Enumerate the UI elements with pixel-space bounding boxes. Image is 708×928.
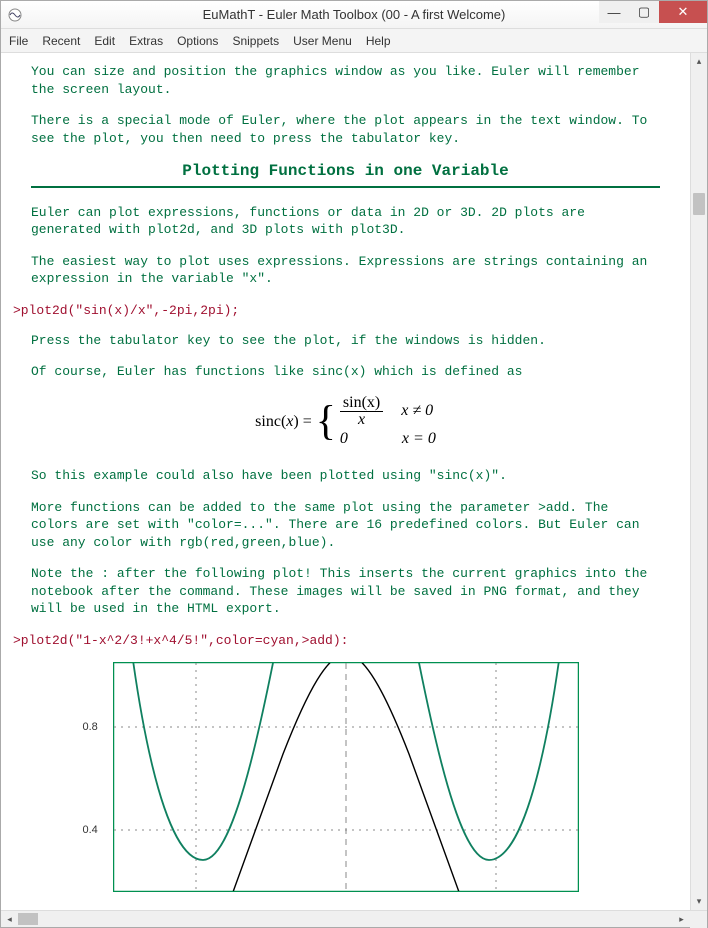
menubar: File Recent Edit Extras Options Snippets… xyxy=(1,29,707,53)
scroll-thumb[interactable] xyxy=(693,193,705,215)
minimize-button[interactable]: — xyxy=(599,1,629,23)
paragraph: Press the tabulator key to see the plot,… xyxy=(31,332,660,350)
command-line[interactable]: >plot2d("1-x^2/3!+x^4/5!",color=cyan,>ad… xyxy=(13,632,660,650)
scroll-right-arrow[interactable]: ▸ xyxy=(673,911,690,928)
y-tick-label: 0.4 xyxy=(83,823,98,838)
menu-file[interactable]: File xyxy=(9,34,28,48)
menu-options[interactable]: Options xyxy=(177,34,218,48)
plot-output: 0.8 0.4 xyxy=(113,662,579,892)
menu-snippets[interactable]: Snippets xyxy=(232,34,279,48)
paragraph: Euler can plot expressions, functions or… xyxy=(31,204,660,239)
paragraph: There is a special mode of Euler, where … xyxy=(31,112,660,147)
window-controls: — ▢ ✕ xyxy=(599,1,707,23)
paragraph: So this example could also have been plo… xyxy=(31,467,660,485)
close-button[interactable]: ✕ xyxy=(659,1,707,23)
paragraph: The easiest way to plot uses expressions… xyxy=(31,253,660,288)
titlebar: EuMathT - Euler Math Toolbox (00 - A fir… xyxy=(1,1,707,29)
scroll-left-arrow[interactable]: ◂ xyxy=(1,911,18,928)
scroll-corner xyxy=(690,911,707,928)
paragraph: More functions can be added to the same … xyxy=(31,499,660,552)
notebook-view[interactable]: You can size and position the graphics w… xyxy=(1,53,690,910)
scroll-track[interactable] xyxy=(18,911,673,927)
scroll-thumb[interactable] xyxy=(18,913,38,925)
menu-extras[interactable]: Extras xyxy=(129,34,163,48)
maximize-button[interactable]: ▢ xyxy=(629,1,659,23)
horizontal-scrollbar[interactable]: ◂ ▸ xyxy=(1,910,707,927)
paragraph: You can size and position the graphics w… xyxy=(31,63,660,98)
command-line[interactable]: >plot2d("sin(x)/x",-2pi,2pi); xyxy=(13,302,660,320)
math-formula: sinc(x) = { sin(x) x x ≠ 0 0 x = 0 xyxy=(31,395,660,450)
vertical-scrollbar[interactable]: ▴ ▾ xyxy=(690,53,707,910)
scroll-down-arrow[interactable]: ▾ xyxy=(691,893,707,910)
app-icon xyxy=(7,7,23,23)
menu-edit[interactable]: Edit xyxy=(94,34,115,48)
section-heading: Plotting Functions in one Variable xyxy=(31,161,660,188)
content-area: You can size and position the graphics w… xyxy=(1,53,707,910)
y-tick-label: 0.8 xyxy=(83,720,98,735)
plot-canvas xyxy=(113,662,579,892)
menu-help[interactable]: Help xyxy=(366,34,391,48)
paragraph: Of course, Euler has functions like sinc… xyxy=(31,363,660,381)
menu-recent[interactable]: Recent xyxy=(42,34,80,48)
paragraph: Note the : after the following plot! Thi… xyxy=(31,565,660,618)
scroll-up-arrow[interactable]: ▴ xyxy=(691,53,707,70)
menu-user-menu[interactable]: User Menu xyxy=(293,34,352,48)
